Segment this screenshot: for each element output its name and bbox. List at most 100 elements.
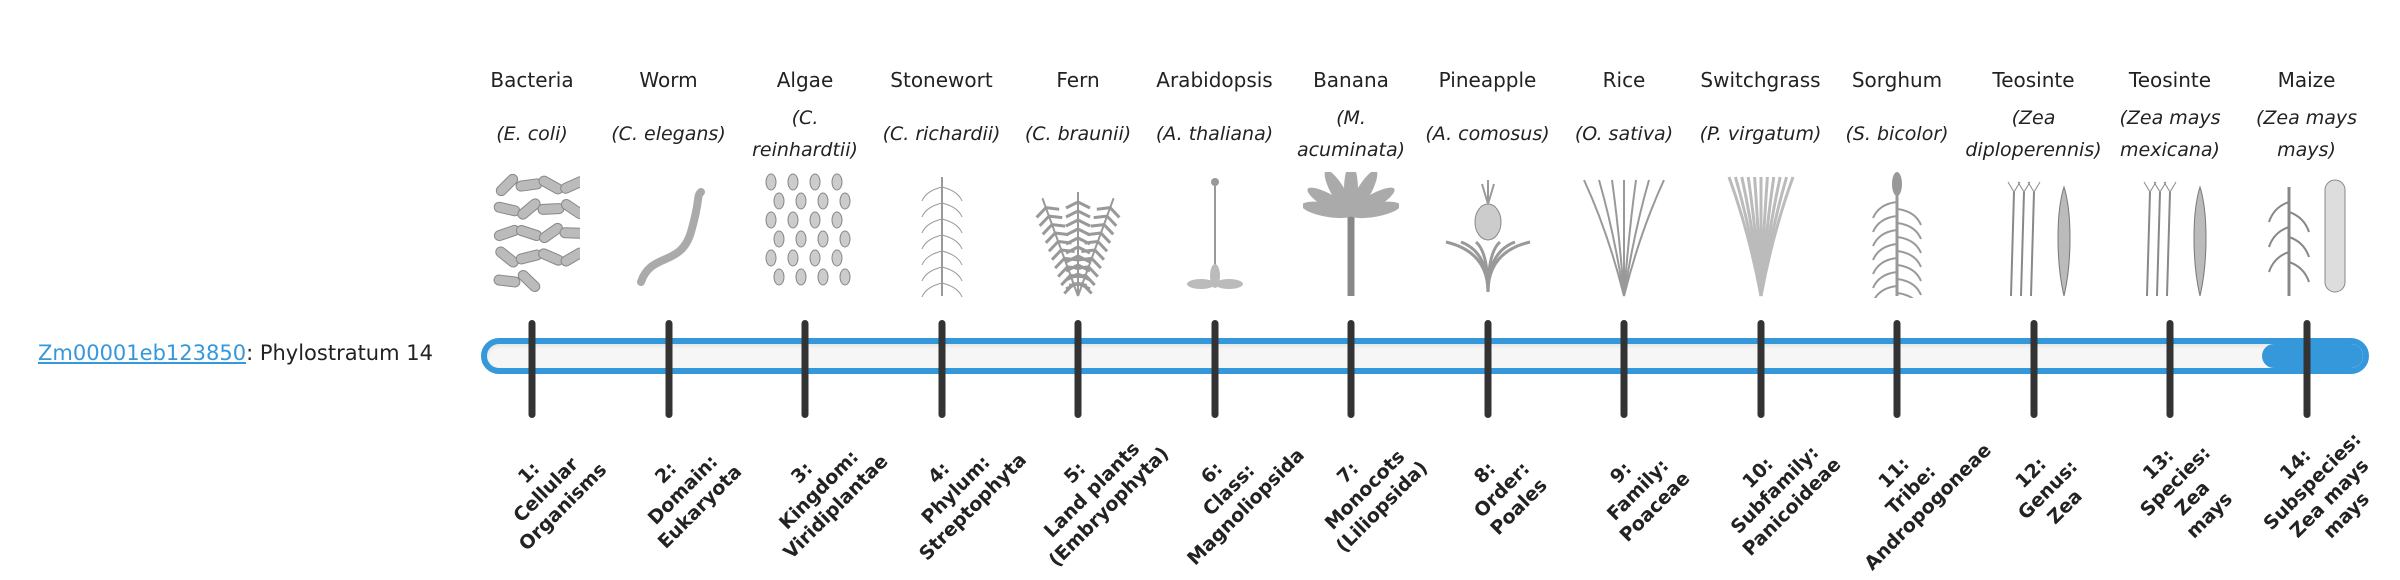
organism-species: (Zea mays mays) <box>2255 107 2358 161</box>
rank-label: 12: Genus: Zea <box>2010 453 2087 529</box>
organism-species: (Zea diploperennis) <box>1965 107 2102 161</box>
organism-species: (E. coli) <box>496 123 568 145</box>
phylostratum-tick <box>2166 320 2174 418</box>
rank-label: 7: Monocots (Liliopsida) <box>1320 445 1433 558</box>
species-name: A. thaliana <box>1163 123 1266 145</box>
species-name: E. coli <box>503 123 561 145</box>
phylostratum-bar <box>481 338 2369 374</box>
rank-label: 14: Subspecies: Zea mays mays <box>2258 428 2374 543</box>
organism-common-name: Switchgrass <box>1700 68 1821 92</box>
grass-icon <box>1583 179 1665 297</box>
rank-label: 1: Cellular Organisms <box>509 453 612 556</box>
phylostratum-fill <box>2261 344 2363 368</box>
rosette-icon <box>1186 178 1243 289</box>
teosinte-icon <box>2143 181 2207 297</box>
phylostratum-tick <box>938 320 945 418</box>
organism-common-name: Maize <box>2277 68 2336 92</box>
rank-label: 4: Phylum: Streptophyta <box>914 448 1031 566</box>
organism-column: Teosinte (Zea diploperennis) <box>1965 62 2102 298</box>
stonewort-icon <box>921 177 962 298</box>
organism-common-name: Fern <box>1056 68 1100 92</box>
species-name: M. acuminata <box>1296 107 1398 161</box>
species-name: C. richardii <box>890 123 993 145</box>
rank-label: 6: Class: Magnoliopsida <box>1182 444 1309 570</box>
organism-species: (S. bicolor) <box>1845 123 1949 145</box>
organism-common-name: Teosinte <box>1992 68 2075 92</box>
organism-common-name: Algae <box>776 68 834 92</box>
species-name: Zea mays mays <box>2263 107 2358 161</box>
rods-icon <box>493 173 580 293</box>
organism-common-name: Sorghum <box>1851 68 1943 92</box>
maize-icon <box>2267 179 2345 296</box>
organism-species: (C. elegans) <box>611 123 726 145</box>
phylostratum-tick <box>1757 320 1764 418</box>
organism-column: Fern (C. braunii) <box>1010 62 1146 298</box>
species-name: C. elegans <box>618 123 719 145</box>
organism-common-name: Stonewort <box>890 68 993 92</box>
organism-column: Maize (Zea mays mays) <box>2239 62 2375 298</box>
rank-label: 13: Species: Zea mays <box>2136 442 2237 543</box>
phylostratum-tick <box>1484 320 1491 418</box>
phylostratum-tick <box>801 320 809 418</box>
worm-icon <box>636 188 705 286</box>
organism-species: (M. acuminata) <box>1296 107 1406 161</box>
rank-label: 11: Tribe: Andropogoneae <box>1860 439 1996 575</box>
phylostratum-text: : Phylostratum 14 <box>246 341 433 365</box>
phylostratum-tick <box>1074 320 1082 418</box>
organism-species: (A. comosus) <box>1425 123 1550 145</box>
rank-label: 10: Subfamily: Panicoideae <box>1726 441 1845 561</box>
phylostratum-tick <box>1347 320 1355 418</box>
phylostratum-tick <box>1211 320 1218 418</box>
palm-icon <box>1303 172 1399 296</box>
species-name: S. bicolor <box>1852 123 1942 145</box>
organism-common-name: Arabidopsis <box>1156 68 1273 92</box>
bushy-grass-icon <box>1727 176 1794 297</box>
rank-label: 8: Order: Poales <box>1469 457 1552 540</box>
phylostratum-tick <box>1620 320 1628 418</box>
cells-icon <box>765 173 851 286</box>
phylostratum-tick <box>2030 320 2037 418</box>
species-name: Zea diploperennis <box>1965 107 2095 161</box>
organism-column: Rice (O. sativa) <box>1556 62 1692 298</box>
organism-column: Pineapple (A. comosus) <box>1420 62 1556 298</box>
organism-species: (O. sativa) <box>1574 123 1674 145</box>
organism-column: Teosinte (Zea mays mexicana) <box>2102 62 2238 298</box>
organism-species: (P. virgatum) <box>1699 123 1822 145</box>
teosinte-icon <box>2007 181 2070 297</box>
organism-column: Worm (C. elegans) <box>601 62 737 298</box>
rank-label: 3: Kingdom: Viridiplantae <box>775 446 893 564</box>
organism-common-name: Teosinte <box>2128 68 2212 92</box>
fern-icon <box>1035 192 1121 297</box>
rank-label: 2: Domain: Eukaryota <box>643 450 746 554</box>
species-name: C. reinhardtii <box>752 107 851 161</box>
organism-common-name: Bacteria <box>490 68 574 92</box>
pineapple-icon <box>1445 180 1530 293</box>
stalk-icon <box>1872 172 1922 298</box>
phylostratum-tick <box>528 320 536 418</box>
organism-column: Bacteria (E. coli) <box>464 62 600 298</box>
species-name: O. sativa <box>1582 123 1666 145</box>
organism-common-name: Rice <box>1602 68 1646 92</box>
gene-id-link[interactable]: Zm00001eb123850 <box>38 341 247 365</box>
organism-column: Arabidopsis (A. thaliana) <box>1147 62 1283 298</box>
organism-column: Algae (C. reinhardtii) <box>737 62 873 298</box>
species-name: A. comosus <box>1432 123 1543 145</box>
gene-label: Zm00001eb123850: Phylostratum 14 <box>38 341 433 365</box>
organism-column: Banana (M. acuminata) <box>1283 62 1419 298</box>
organism-species: (C. braunii) <box>1024 123 1132 145</box>
species-name: Zea mays mexicana <box>2120 107 2221 161</box>
organism-common-name: Pineapple <box>1438 68 1537 92</box>
species-name: P. virgatum <box>1707 123 1814 145</box>
organism-column: Switchgrass (P. virgatum) <box>1693 62 1829 298</box>
organism-common-name: Banana <box>1313 68 1389 92</box>
organism-species: (C. richardii) <box>882 123 1001 145</box>
species-name: C. braunii <box>1032 123 1124 145</box>
rank-label: 9: Family: Poaceae <box>1602 454 1695 547</box>
phylostratum-tick <box>665 320 672 418</box>
organism-species: (A. thaliana) <box>1155 123 1274 145</box>
organism-species: (C. reinhardtii) <box>752 107 858 161</box>
phylostratum-tick <box>1893 320 1901 418</box>
rank-label: 5: Land plants (Embryophyta) <box>1039 437 1174 572</box>
organism-column: Stonewort (C. richardii) <box>874 62 1010 298</box>
organism-species: (Zea mays mexicana) <box>2119 107 2221 161</box>
